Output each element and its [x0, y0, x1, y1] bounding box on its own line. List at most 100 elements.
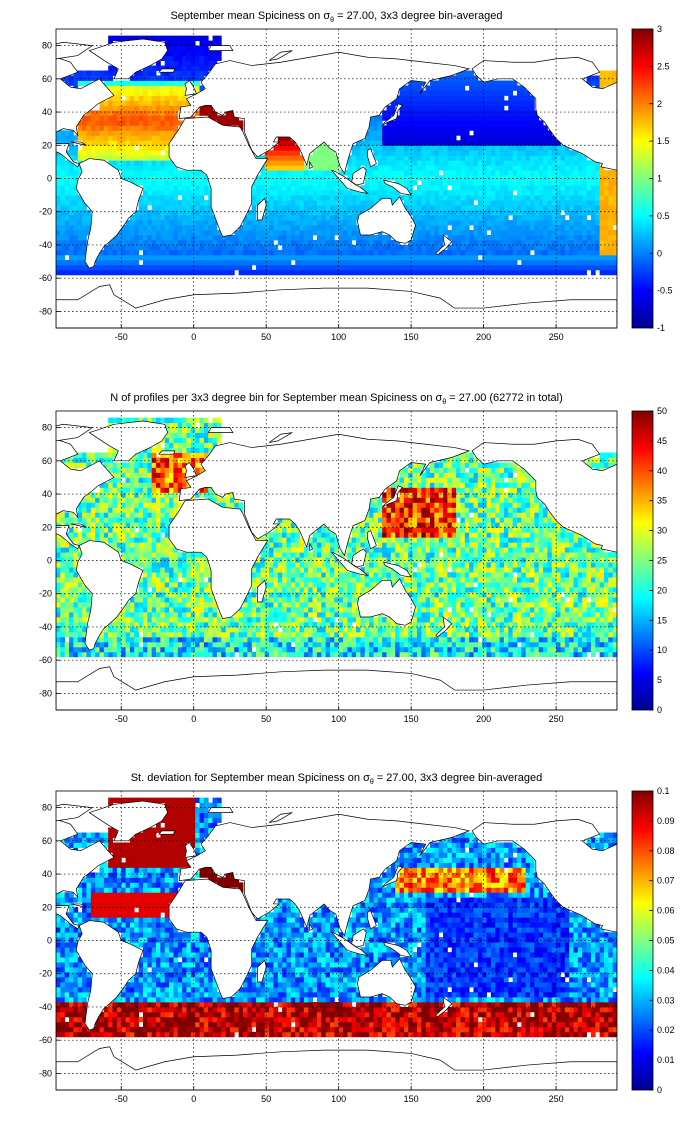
data-cell: [316, 195, 322, 201]
data-cell: [556, 229, 561, 236]
data-cell: [377, 254, 383, 261]
data-cell: [456, 626, 461, 633]
data-cell: [408, 145, 414, 151]
data-cell: [499, 165, 505, 171]
data-cell: [490, 80, 496, 86]
data-cell: [312, 239, 318, 246]
data-cell: [577, 195, 583, 201]
data-cell: [547, 269, 553, 276]
data-cell: [477, 110, 483, 116]
data-cell: [486, 140, 492, 146]
data-cell: [169, 651, 174, 658]
data-cell: [343, 651, 348, 658]
data-cell: [551, 254, 557, 261]
data-cell: [129, 95, 135, 101]
data-cell: [516, 611, 522, 618]
data-cell: [451, 254, 457, 261]
data-cell: [530, 234, 535, 241]
data-cell: [64, 651, 70, 658]
data-cell: [186, 70, 192, 76]
data-cell: [530, 180, 535, 186]
data-cell: [56, 180, 61, 186]
data-cell: [512, 115, 518, 121]
data-cell: [260, 195, 266, 201]
data-cell: [447, 234, 453, 241]
data-cell: [460, 120, 466, 126]
colorbar-tick-label: 2.5: [657, 61, 670, 71]
data-cell: [460, 145, 466, 151]
data-cell: [495, 215, 500, 221]
data-cell: [556, 626, 561, 633]
data-cell: [182, 100, 187, 106]
data-cell: [473, 160, 479, 166]
data-cell: [173, 45, 179, 51]
data-cell: [308, 200, 313, 206]
data-cell: [238, 229, 244, 236]
data-cell: [412, 115, 418, 121]
data-cell: [82, 631, 87, 638]
data-cell: [351, 607, 357, 613]
data-cell: [60, 180, 66, 186]
data-cell: [269, 215, 274, 221]
data-cell: [530, 200, 535, 206]
data-cell: [473, 259, 479, 266]
data-cell: [434, 90, 440, 96]
data-cell: [447, 631, 453, 638]
data-cell: [64, 215, 70, 221]
data-cell: [277, 190, 283, 196]
data-cell: [299, 229, 305, 236]
data-cell: [182, 210, 187, 216]
data-cell: [351, 254, 357, 261]
data-cell: [399, 135, 405, 141]
data-cell: [608, 626, 614, 633]
data-cell: [269, 254, 274, 261]
data-cell: [564, 249, 570, 256]
data-cell: [482, 140, 487, 146]
data-cell: [351, 651, 357, 658]
data-cell: [347, 190, 353, 196]
data-cell: [325, 155, 331, 161]
data-cell: [586, 225, 592, 231]
data-cell: [243, 239, 248, 246]
data-cell: [164, 175, 170, 181]
data-cell: [129, 130, 135, 136]
data-cell: [486, 100, 492, 106]
data-cell: [525, 135, 531, 141]
data-cell: [303, 611, 309, 618]
data-cell: [60, 200, 66, 206]
data-cell: [569, 205, 574, 211]
data-cell: [282, 150, 287, 156]
data-cell: [351, 220, 357, 226]
data-cell: [325, 180, 331, 186]
data-cell: [299, 651, 305, 658]
data-cell: [516, 125, 522, 131]
data-cell: [134, 100, 140, 106]
data-cell: [203, 234, 209, 241]
data-cell: [599, 259, 605, 266]
data-cell: [412, 220, 418, 226]
data-cell: [103, 115, 109, 121]
data-cell: [73, 220, 79, 226]
data-cell: [56, 611, 61, 618]
data-cell: [203, 215, 209, 221]
data-cell: [247, 269, 253, 276]
data-cell: [590, 621, 596, 628]
data-cell: [347, 175, 353, 181]
data-cell: [203, 651, 209, 658]
data-cell: [416, 105, 422, 111]
data-cell: [156, 210, 161, 216]
data-cell: [347, 641, 353, 648]
data-cell: [64, 225, 70, 231]
data-cell: [503, 135, 509, 141]
data-cell: [434, 145, 440, 151]
data-cell: [451, 200, 457, 206]
data-cell: [473, 264, 479, 271]
data-cell: [134, 105, 140, 111]
data-cell: [382, 264, 387, 271]
data-cell: [582, 190, 587, 196]
data-cell: [473, 607, 479, 613]
data-cell: [495, 641, 500, 648]
data-cell: [412, 160, 418, 166]
data-cell: [590, 210, 596, 216]
data-cell: [138, 140, 144, 146]
